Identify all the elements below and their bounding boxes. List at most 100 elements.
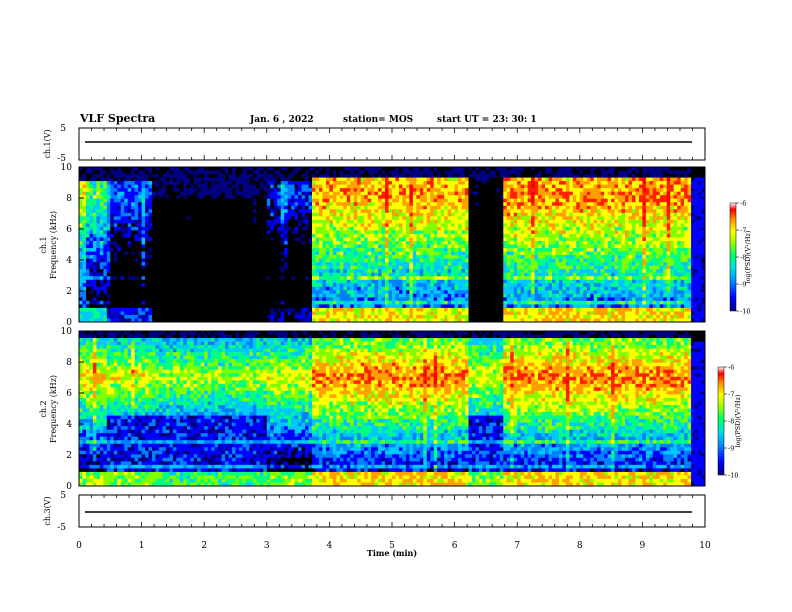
spectrogram-cell (106, 255, 111, 259)
spectrogram-cell (329, 297, 334, 302)
spectrogram-cell (207, 283, 212, 288)
spectrogram-cell (89, 184, 94, 189)
spectrogram-cell (99, 286, 104, 291)
spectrogram-cell (245, 279, 250, 284)
spectrogram-cell (249, 202, 254, 207)
spectrogram-cell (138, 202, 142, 207)
spectrogram-cell (273, 188, 278, 193)
spectrogram-cell (277, 283, 282, 288)
spectrogram-cell (419, 248, 424, 252)
spectrogram-cell (214, 286, 219, 291)
spectrogram-cell (155, 195, 160, 200)
spectrogram-cell (204, 240, 209, 245)
spectrogram-cell (124, 233, 129, 238)
spectrogram-cell (176, 205, 181, 210)
spectrogram-cell (207, 300, 212, 305)
spectrogram-cell (249, 272, 254, 277)
spectrogram-cell (134, 279, 139, 284)
spectrogram-cell (350, 314, 355, 319)
spectrogram-cell (433, 230, 438, 235)
spectrogram-cell (301, 248, 306, 252)
spectrogram-cell (200, 265, 205, 270)
spectrogram-cell (398, 188, 403, 193)
spectrogram-cell (291, 276, 296, 281)
spectrogram-cell (419, 293, 424, 298)
spectrogram-cell (364, 262, 369, 267)
spectrogram-cell (249, 255, 254, 259)
spectrogram-cell (381, 255, 386, 259)
spectrogram-cell (329, 205, 334, 210)
spectrogram-cell (329, 191, 334, 196)
spectrogram-cell (193, 191, 198, 196)
spectrogram-cell (106, 265, 111, 270)
spectrogram-cell (141, 219, 146, 224)
spectrogram-cell (461, 248, 466, 252)
spectrogram-cell (367, 262, 372, 267)
spectrogram-cell (447, 233, 452, 238)
spectrogram-cell (131, 237, 136, 242)
spectrogram-cell (280, 297, 285, 302)
spectrogram-cell (85, 184, 90, 189)
spectrogram-cell (207, 286, 212, 291)
spectrogram-cell (158, 311, 163, 316)
spectrogram-cell (155, 216, 160, 221)
spectrogram-cell (176, 202, 181, 207)
spectrogram-cell (305, 304, 309, 309)
spectrogram-cell (110, 286, 115, 291)
spectrogram-cell (113, 262, 118, 267)
spectrogram-cell (193, 314, 198, 319)
spectrogram-cell (89, 314, 94, 319)
spectrogram-cell (110, 262, 115, 267)
spectrogram-cell (221, 209, 226, 214)
spectrogram-cell (364, 272, 369, 277)
spectrogram-cell (138, 223, 142, 228)
spectrogram-cell (388, 314, 393, 319)
spectrogram-cell (423, 202, 428, 207)
spectrogram-cell (353, 279, 358, 284)
spectrogram-cell (117, 230, 122, 235)
spectrogram-cell (301, 170, 306, 175)
spectrogram-cell (308, 311, 313, 316)
spectrogram-cell (186, 283, 191, 288)
spectrogram-cell (336, 195, 341, 200)
spectrogram-cell (99, 304, 104, 309)
spectrogram-cell (312, 230, 316, 235)
spectrogram-cell (461, 307, 466, 312)
spectrogram-cell (120, 177, 125, 182)
spectrogram-cell (426, 279, 431, 284)
spectrogram-cell (426, 202, 431, 207)
spectrogram-cell (353, 286, 358, 291)
spectrogram-cell (176, 230, 181, 235)
spectrogram-cell (110, 283, 115, 288)
spectrogram-cell (152, 170, 156, 175)
spectrogram-cell (263, 304, 268, 309)
spectrogram-cell (252, 318, 257, 323)
spectrogram-cell (106, 230, 111, 235)
spectrogram-cell (392, 195, 396, 200)
spectrogram-cell (263, 230, 268, 235)
spectrogram-cell (430, 181, 435, 186)
spectrogram-cell (138, 216, 142, 221)
spectrogram-cell (207, 198, 212, 203)
spectrogram-cell (412, 248, 417, 252)
spectrogram-cell (346, 191, 351, 196)
spectrogram-cell (256, 297, 261, 302)
spectrogram-cell (256, 237, 261, 242)
spectrogram-cell (92, 283, 97, 288)
spectrogram-cell (301, 177, 306, 182)
spectrogram-cell (301, 293, 306, 298)
spectrogram-cell (190, 265, 195, 270)
spectrogram-cell (392, 237, 396, 242)
spectrogram-cell (165, 209, 170, 214)
spectrogram-cell (392, 181, 396, 186)
spectrogram-cell (242, 293, 247, 298)
spectrogram-cell (214, 279, 219, 284)
spectrogram-cell (225, 248, 229, 252)
spectrogram-cell (165, 233, 170, 238)
spectrogram-cell (339, 174, 344, 178)
spectrogram-cell (343, 226, 348, 231)
spectrogram-cell (398, 209, 403, 214)
spectrogram-cell (235, 307, 240, 312)
spectrogram-cell (343, 240, 348, 245)
spectrogram-cell (117, 311, 122, 316)
